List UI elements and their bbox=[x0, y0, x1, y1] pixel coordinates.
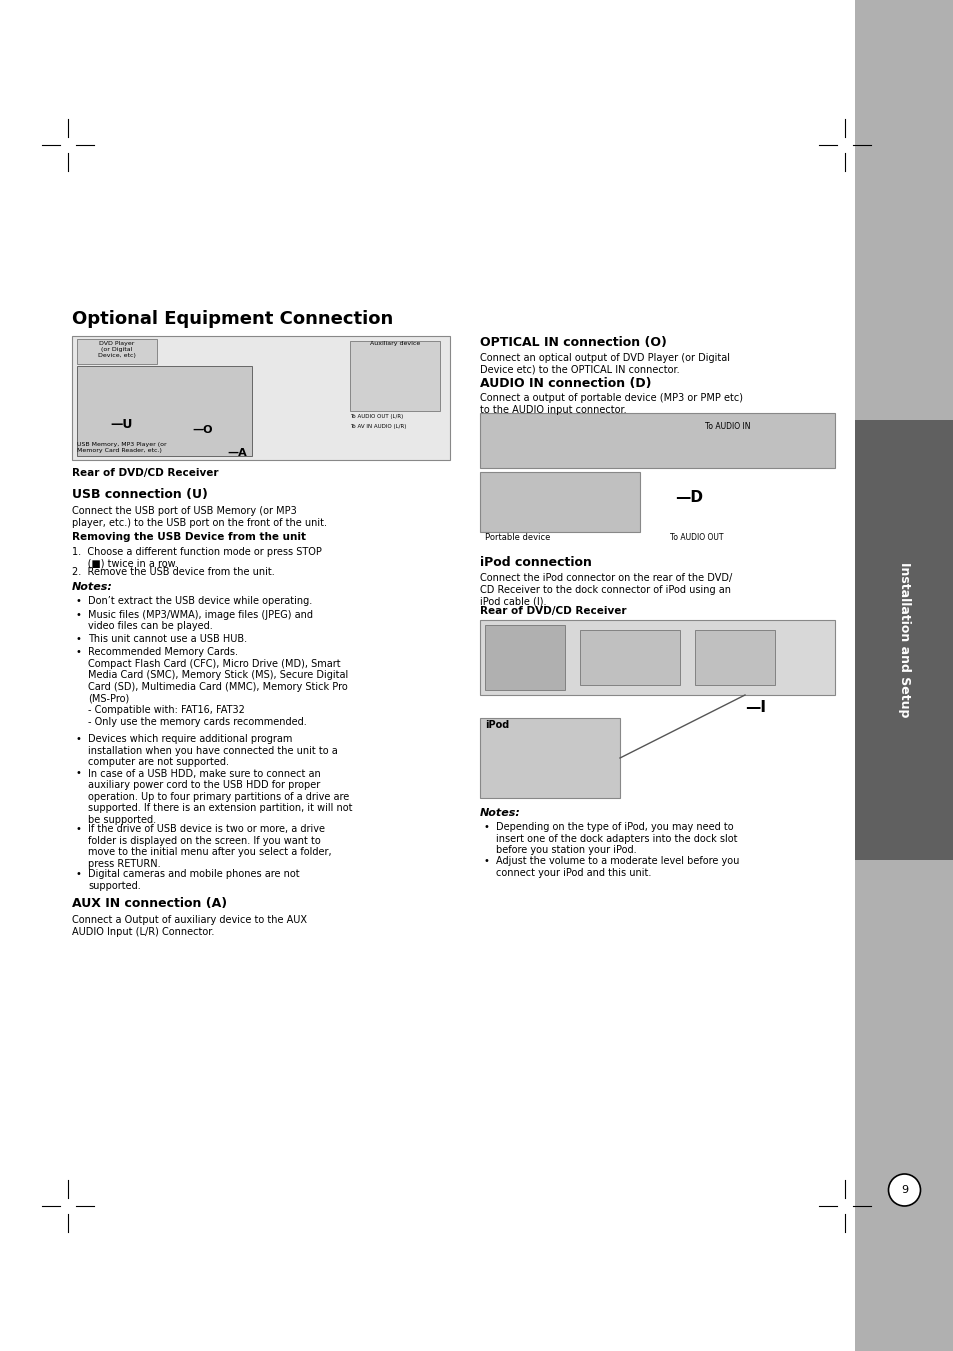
Text: Notes:: Notes: bbox=[479, 808, 520, 817]
Text: AUDIO IN connection (D): AUDIO IN connection (D) bbox=[479, 377, 651, 390]
Text: Rear of DVD/CD Receiver: Rear of DVD/CD Receiver bbox=[479, 607, 626, 616]
Text: To AV IN AUDIO (L/R): To AV IN AUDIO (L/R) bbox=[350, 424, 406, 430]
Text: 9: 9 bbox=[900, 1185, 907, 1196]
Text: •: • bbox=[76, 634, 82, 643]
Text: —O: —O bbox=[192, 426, 213, 435]
Text: Installation and Setup: Installation and Setup bbox=[897, 562, 910, 717]
Bar bbox=[350, 340, 439, 411]
Text: USB connection (U): USB connection (U) bbox=[71, 488, 208, 501]
Text: —D: —D bbox=[675, 490, 702, 505]
Text: Auxiliary device: Auxiliary device bbox=[370, 340, 419, 346]
Text: •: • bbox=[76, 596, 82, 607]
Text: To AUDIO OUT: To AUDIO OUT bbox=[669, 534, 722, 542]
Text: •: • bbox=[76, 647, 82, 657]
Bar bbox=[71, 336, 450, 459]
Text: —A: —A bbox=[227, 449, 247, 458]
Text: Don’t extract the USB device while operating.: Don’t extract the USB device while opera… bbox=[88, 596, 312, 607]
Bar bbox=[695, 630, 774, 685]
Text: Removing the USB Device from the unit: Removing the USB Device from the unit bbox=[71, 532, 306, 542]
Text: —I: —I bbox=[744, 700, 765, 715]
Text: If the drive of USB device is two or more, a drive
folder is displayed on the sc: If the drive of USB device is two or mor… bbox=[88, 824, 332, 869]
Text: 1.  Choose a different function mode or press STOP
     (■) twice in a row.: 1. Choose a different function mode or p… bbox=[71, 547, 321, 569]
Text: Music files (MP3/WMA), image files (JPEG) and
video files can be played.: Music files (MP3/WMA), image files (JPEG… bbox=[88, 609, 313, 631]
Text: Connect an optical output of DVD Player (or Digital
Device etc) to the OPTICAL I: Connect an optical output of DVD Player … bbox=[479, 353, 729, 374]
Text: •: • bbox=[76, 734, 82, 744]
Text: Depending on the type of iPod, you may need to
insert one of the dock adapters i: Depending on the type of iPod, you may n… bbox=[496, 821, 737, 855]
Bar bbox=[77, 339, 157, 363]
Text: USB Memory, MP3 Player (or
Memory Card Reader, etc.): USB Memory, MP3 Player (or Memory Card R… bbox=[77, 442, 167, 453]
Text: Connect a output of portable device (MP3 or PMP etc)
to the AUDIO input connecto: Connect a output of portable device (MP3… bbox=[479, 393, 742, 415]
Text: Digital cameras and mobile phones are not
supported.: Digital cameras and mobile phones are no… bbox=[88, 869, 299, 890]
Text: In case of a USB HDD, make sure to connect an
auxiliary power cord to the USB HD: In case of a USB HDD, make sure to conne… bbox=[88, 769, 352, 825]
Text: iPod: iPod bbox=[484, 720, 509, 730]
Text: AUX IN connection (A): AUX IN connection (A) bbox=[71, 897, 227, 911]
Text: •: • bbox=[76, 769, 82, 778]
Text: Notes:: Notes: bbox=[71, 582, 112, 592]
Bar bbox=[479, 471, 639, 532]
Text: •: • bbox=[76, 824, 82, 834]
Text: To AUDIO OUT (L/R): To AUDIO OUT (L/R) bbox=[350, 413, 403, 419]
Text: Recommended Memory Cards.
Compact Flash Card (CFC), Micro Drive (MD), Smart
Medi: Recommended Memory Cards. Compact Flash … bbox=[88, 647, 348, 727]
Bar bbox=[854, 420, 953, 861]
Text: To AUDIO IN: To AUDIO IN bbox=[704, 422, 750, 431]
Text: DVD Player
(or Digital
Device, etc): DVD Player (or Digital Device, etc) bbox=[98, 340, 135, 358]
Bar bbox=[479, 717, 619, 798]
Text: Optional Equipment Connection: Optional Equipment Connection bbox=[71, 309, 393, 328]
Bar bbox=[77, 366, 252, 457]
Text: This unit cannot use a USB HUB.: This unit cannot use a USB HUB. bbox=[88, 634, 247, 643]
Bar bbox=[579, 630, 679, 685]
Text: OPTICAL IN connection (O): OPTICAL IN connection (O) bbox=[479, 336, 666, 349]
Text: —U: —U bbox=[110, 417, 132, 431]
Text: Adjust the volume to a moderate level before you
connect your iPod and this unit: Adjust the volume to a moderate level be… bbox=[496, 857, 739, 878]
Text: •: • bbox=[76, 869, 82, 880]
Bar bbox=[479, 620, 834, 694]
Text: Rear of DVD/CD Receiver: Rear of DVD/CD Receiver bbox=[71, 467, 218, 478]
Text: Connect a Output of auxiliary device to the AUX
AUDIO Input (L/R) Connector.: Connect a Output of auxiliary device to … bbox=[71, 915, 307, 936]
Text: Portable device: Portable device bbox=[484, 534, 550, 542]
Bar bbox=[479, 413, 834, 467]
Text: Devices which require additional program
installation when you have connected th: Devices which require additional program… bbox=[88, 734, 337, 767]
Text: iPod connection: iPod connection bbox=[479, 557, 591, 569]
Text: 2.  Remove the USB device from the unit.: 2. Remove the USB device from the unit. bbox=[71, 567, 274, 577]
Text: •: • bbox=[483, 857, 489, 866]
Text: Connect the USB port of USB Memory (or MP3
player, etc.) to the USB port on the : Connect the USB port of USB Memory (or M… bbox=[71, 507, 327, 528]
Circle shape bbox=[887, 1174, 920, 1206]
Bar bbox=[854, 0, 953, 1351]
Text: •: • bbox=[483, 821, 489, 832]
Bar bbox=[484, 626, 564, 690]
Text: Connect the iPod connector on the rear of the DVD/
CD Receiver to the dock conne: Connect the iPod connector on the rear o… bbox=[479, 573, 732, 607]
Text: •: • bbox=[76, 609, 82, 620]
